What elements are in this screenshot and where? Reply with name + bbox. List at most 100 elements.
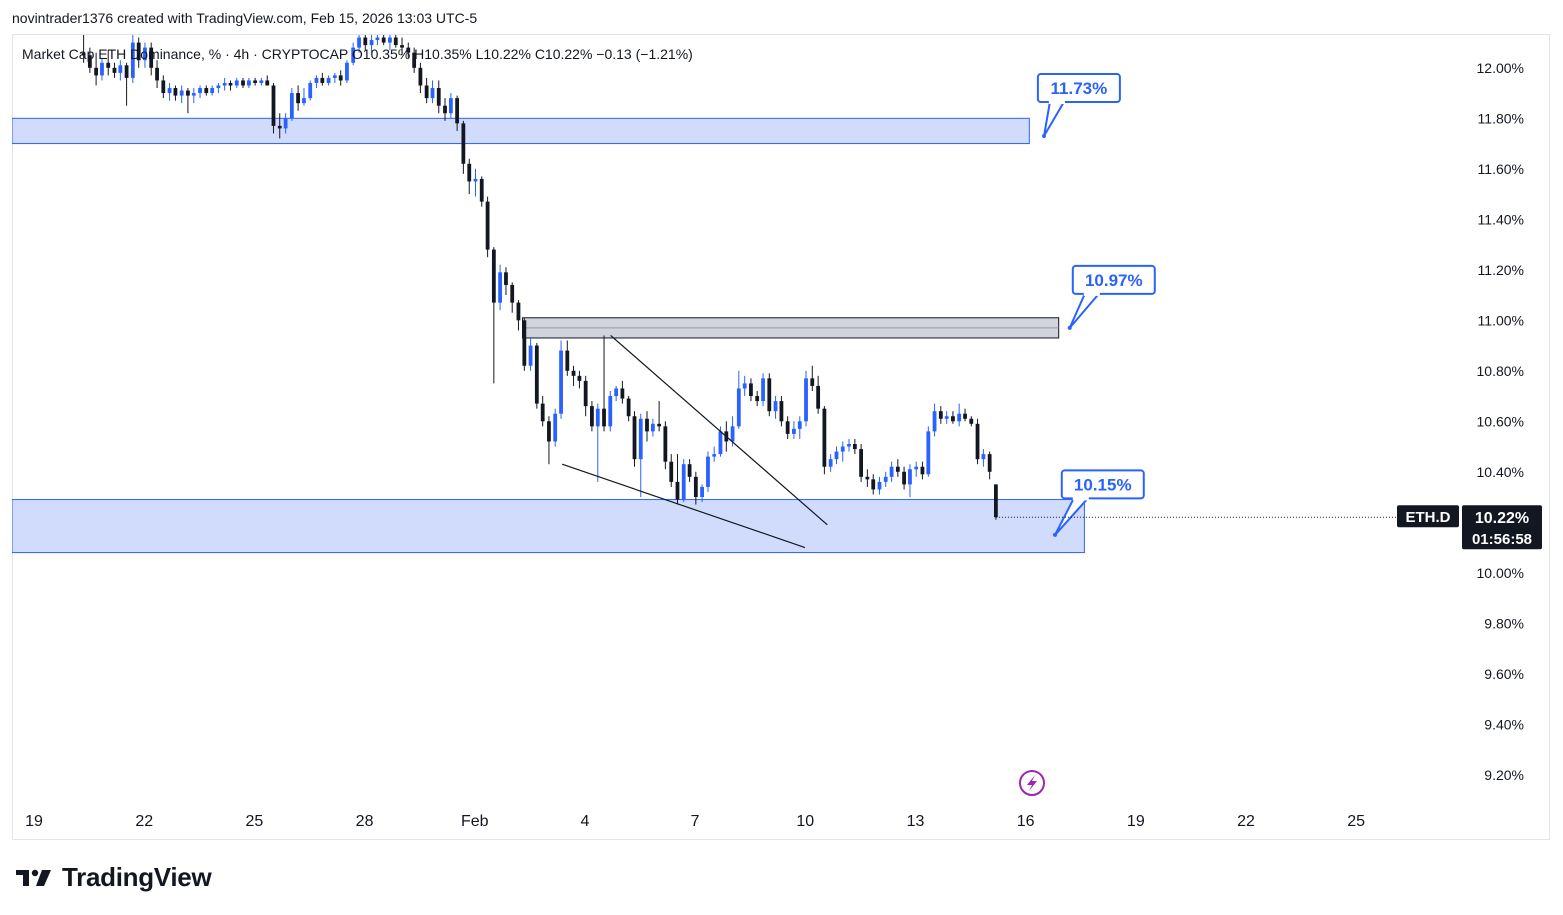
- candle: [645, 411, 649, 442]
- x-tick-label: Feb: [461, 813, 489, 830]
- candle: [822, 406, 827, 475]
- y-tick-label: 11.60%: [1478, 161, 1524, 177]
- candle-body: [987, 454, 992, 472]
- candle-body: [504, 272, 508, 285]
- x-tick-label: 22: [1237, 813, 1255, 830]
- candle: [173, 85, 178, 101]
- flash-icon[interactable]: [1019, 770, 1045, 796]
- candle: [161, 75, 166, 99]
- tradingview-logo-icon: [16, 869, 51, 886]
- candle: [602, 335, 606, 432]
- candle: [265, 75, 270, 86]
- candle-body: [730, 426, 735, 442]
- candle-body: [332, 75, 337, 78]
- candle-body: [522, 320, 527, 366]
- brand[interactable]: TradingView: [14, 862, 212, 893]
- price-tag-value: 10.22%: [1475, 510, 1529, 527]
- candle-body: [369, 40, 374, 46]
- candle-body: [693, 476, 698, 498]
- candle: [994, 484, 998, 520]
- candle-body: [595, 408, 600, 427]
- candle-body: [528, 345, 533, 366]
- candle-body: [577, 375, 582, 381]
- callout-anchor: [1053, 532, 1058, 537]
- candle-body: [638, 418, 643, 460]
- candle-body: [424, 85, 429, 99]
- candle: [485, 196, 490, 258]
- chart-attribution: novintrader1376 created with TradingView…: [12, 10, 478, 26]
- candle: [657, 401, 662, 432]
- candle: [797, 416, 802, 439]
- candle-body: [742, 383, 747, 389]
- candle: [834, 446, 839, 465]
- candle: [393, 35, 398, 48]
- candle-body: [675, 481, 680, 500]
- candle: [234, 77, 239, 89]
- y-tick-label: 11.40%: [1478, 211, 1524, 227]
- candle: [246, 77, 251, 89]
- candle-body: [498, 272, 502, 303]
- candle-body: [179, 90, 184, 96]
- candle: [338, 70, 343, 86]
- candle-body: [975, 423, 980, 460]
- callout-joint: [1072, 496, 1089, 501]
- candle: [700, 484, 704, 503]
- candle-body: [381, 37, 386, 43]
- candle-body: [859, 449, 864, 477]
- candle: [590, 401, 594, 432]
- candle: [951, 411, 955, 424]
- candle: [516, 300, 521, 331]
- candle-body: [473, 178, 478, 182]
- candle: [186, 88, 190, 114]
- candle-body: [443, 105, 447, 114]
- candle-body: [149, 47, 154, 68]
- candle-body: [583, 380, 588, 407]
- candle: [865, 469, 870, 487]
- candle: [314, 75, 319, 89]
- candle-body: [418, 67, 423, 86]
- candle: [81, 35, 86, 63]
- candle: [473, 168, 478, 197]
- candle: [614, 385, 619, 402]
- candle-body: [222, 82, 227, 86]
- candle-body: [485, 201, 490, 250]
- candle: [363, 35, 368, 51]
- candle: [100, 57, 104, 81]
- candle-body: [963, 413, 967, 419]
- candle: [388, 35, 392, 51]
- candle: [253, 77, 258, 86]
- candle: [308, 80, 313, 101]
- candle-body: [491, 249, 496, 303]
- candle: [547, 416, 551, 465]
- symbol-legend: Market Cap ETH Dominance, % · 4h · CRYPT…: [22, 46, 693, 62]
- candle: [895, 459, 900, 477]
- candle: [534, 343, 539, 409]
- candle-body: [565, 350, 570, 371]
- candle-body: [124, 65, 129, 78]
- candle: [975, 418, 980, 465]
- candle-body: [516, 302, 521, 321]
- callout-box: [1036, 73, 1121, 104]
- candle: [675, 454, 680, 505]
- candle: [553, 408, 558, 447]
- x-tick-label: 22: [135, 813, 153, 830]
- candle: [944, 411, 949, 424]
- candle-body: [191, 93, 196, 96]
- candle: [259, 77, 264, 86]
- legend-open: O10.35%: [351, 46, 411, 62]
- candle: [204, 85, 209, 96]
- candle: [963, 408, 967, 422]
- candle-body: [302, 98, 306, 104]
- candle: [491, 247, 496, 384]
- candle-body: [479, 178, 484, 202]
- candle: [112, 62, 117, 78]
- callout-anchor: [1042, 133, 1047, 138]
- candle: [626, 396, 631, 422]
- candle: [620, 380, 625, 404]
- zone-support-resistance-0: [12, 117, 1030, 145]
- candle: [479, 176, 484, 207]
- candle-body: [455, 98, 460, 124]
- candle-body: [314, 77, 319, 83]
- x-tick-label: 19: [1127, 813, 1145, 830]
